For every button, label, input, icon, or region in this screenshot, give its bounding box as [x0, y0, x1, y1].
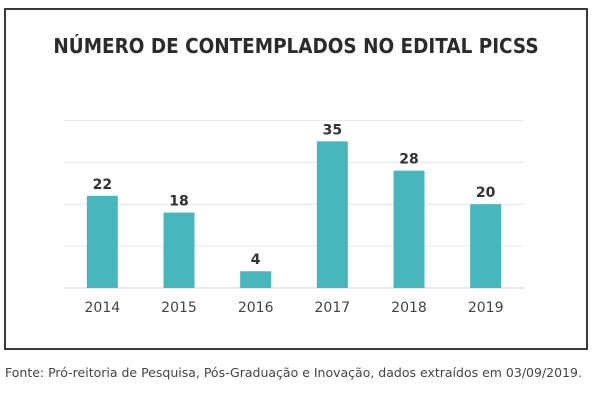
x-tick-2018: 2018 [391, 300, 427, 316]
data-label-2014: 22 [93, 177, 112, 193]
x-tick-2016: 2016 [238, 300, 274, 316]
data-label-2019: 20 [476, 185, 496, 201]
bar-2018 [393, 170, 425, 288]
x-tick-2015: 2015 [161, 300, 197, 316]
bar-2016 [240, 271, 272, 288]
chart-frame [4, 8, 588, 350]
x-tick-2019: 2019 [468, 300, 504, 316]
bar-2015 [163, 212, 195, 288]
bar-2017 [316, 141, 348, 288]
chart-title: NÚMERO DE CONTEMPLADOS NO EDITAL PICSS [53, 34, 539, 58]
data-label-2017: 35 [323, 122, 342, 138]
bars [86, 141, 502, 288]
bar-2019 [470, 204, 502, 288]
x-tick-2017: 2017 [315, 300, 351, 316]
source-caption: Fonte: Pró-reitoria de Pesquisa, Pós-Gra… [5, 365, 582, 380]
x-tick-2014: 2014 [85, 300, 121, 316]
data-labels: 22 18 4 35 28 20 [93, 122, 496, 268]
x-tick-labels: 2014 2015 2016 2017 2018 2019 [85, 300, 504, 316]
data-label-2016: 4 [251, 252, 261, 268]
data-label-2018: 28 [399, 152, 418, 168]
data-label-2015: 18 [169, 194, 188, 210]
gridlines [64, 119, 524, 289]
bar-2014 [86, 195, 118, 288]
